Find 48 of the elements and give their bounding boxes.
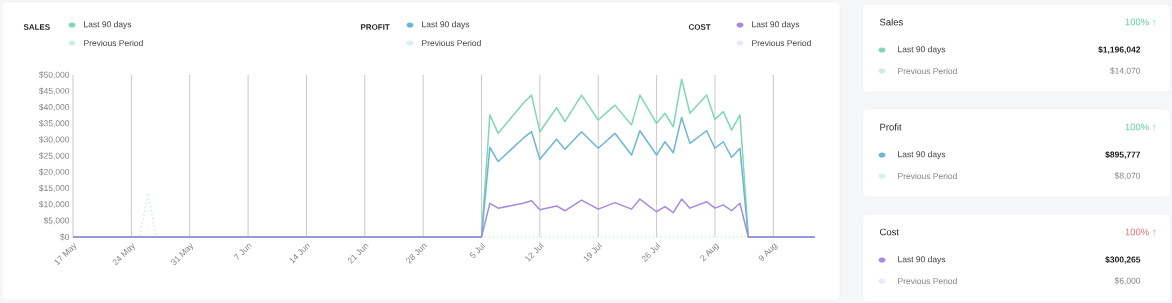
- x-tick-label: 19 Jul: [583, 242, 603, 262]
- text: Cost: [880, 228, 899, 236]
- text: $895,777: [1105, 151, 1141, 159]
- text: Last 90 days: [898, 151, 946, 159]
- legend-label: Previous Period: [84, 39, 143, 47]
- x-tick-label: 9 Aug: [758, 243, 778, 261]
- text: 100% ↑: [1125, 228, 1156, 236]
- x-tick-label: 5 Jul: [469, 242, 486, 259]
- y-tick-label: $45,000: [38, 87, 70, 95]
- text: Previous Period: [898, 277, 957, 285]
- text: $14,070: [1109, 67, 1141, 75]
- text: Last 90 days: [898, 256, 946, 264]
- y-tick-label: $0: [60, 233, 70, 241]
- x-tick-label: 26 Jul: [641, 242, 661, 262]
- x-tick-label: 17 May: [54, 242, 77, 266]
- text: $8,070: [1114, 172, 1141, 180]
- x-tick-label: 28 Jun: [406, 243, 427, 264]
- legend-label: Last 90 days: [752, 21, 800, 29]
- x-tick-label: 12 Jul: [525, 242, 544, 262]
- text: 100% ↑: [1125, 18, 1156, 26]
- y-tick-label: $50,000: [38, 71, 70, 79]
- legend-label: Previous Period: [752, 39, 811, 47]
- y-tick-label: $35,000: [38, 119, 70, 128]
- legend-label: Last 90 days: [84, 21, 132, 29]
- y-tick-label: $15,000: [38, 184, 70, 193]
- text: $1,196,042: [1098, 46, 1141, 54]
- x-tick-label: 21 Jun: [347, 243, 369, 264]
- y-tick-label: $30,000: [38, 136, 70, 144]
- x-tick-label: 2 Aug: [700, 243, 720, 262]
- y-tick-label: $5,000: [43, 217, 70, 225]
- text: 100% ↑: [1125, 123, 1156, 131]
- text: Profit: [880, 123, 902, 131]
- y-tick-label: $40,000: [38, 103, 70, 112]
- x-tick-label: 14 Jun: [289, 243, 311, 264]
- legend-label: Last 90 days: [422, 21, 470, 29]
- text: $300,265: [1105, 256, 1141, 264]
- x-tick-label: 7 Jun: [233, 243, 252, 260]
- y-tick-label: $20,000: [38, 168, 70, 176]
- legend-label: Previous Period: [422, 39, 481, 47]
- text: $6,000: [1114, 277, 1141, 285]
- y-tick-label: $10,000: [38, 200, 70, 209]
- y-tick-label: $25,000: [38, 152, 70, 160]
- x-tick-label: 31 May: [171, 243, 194, 265]
- text: Previous Period: [898, 67, 957, 75]
- x-tick-label: 24 May: [112, 243, 135, 266]
- text: Previous Period: [898, 172, 957, 180]
- text: Sales: [879, 18, 903, 26]
- text: Last 90 days: [898, 46, 946, 54]
